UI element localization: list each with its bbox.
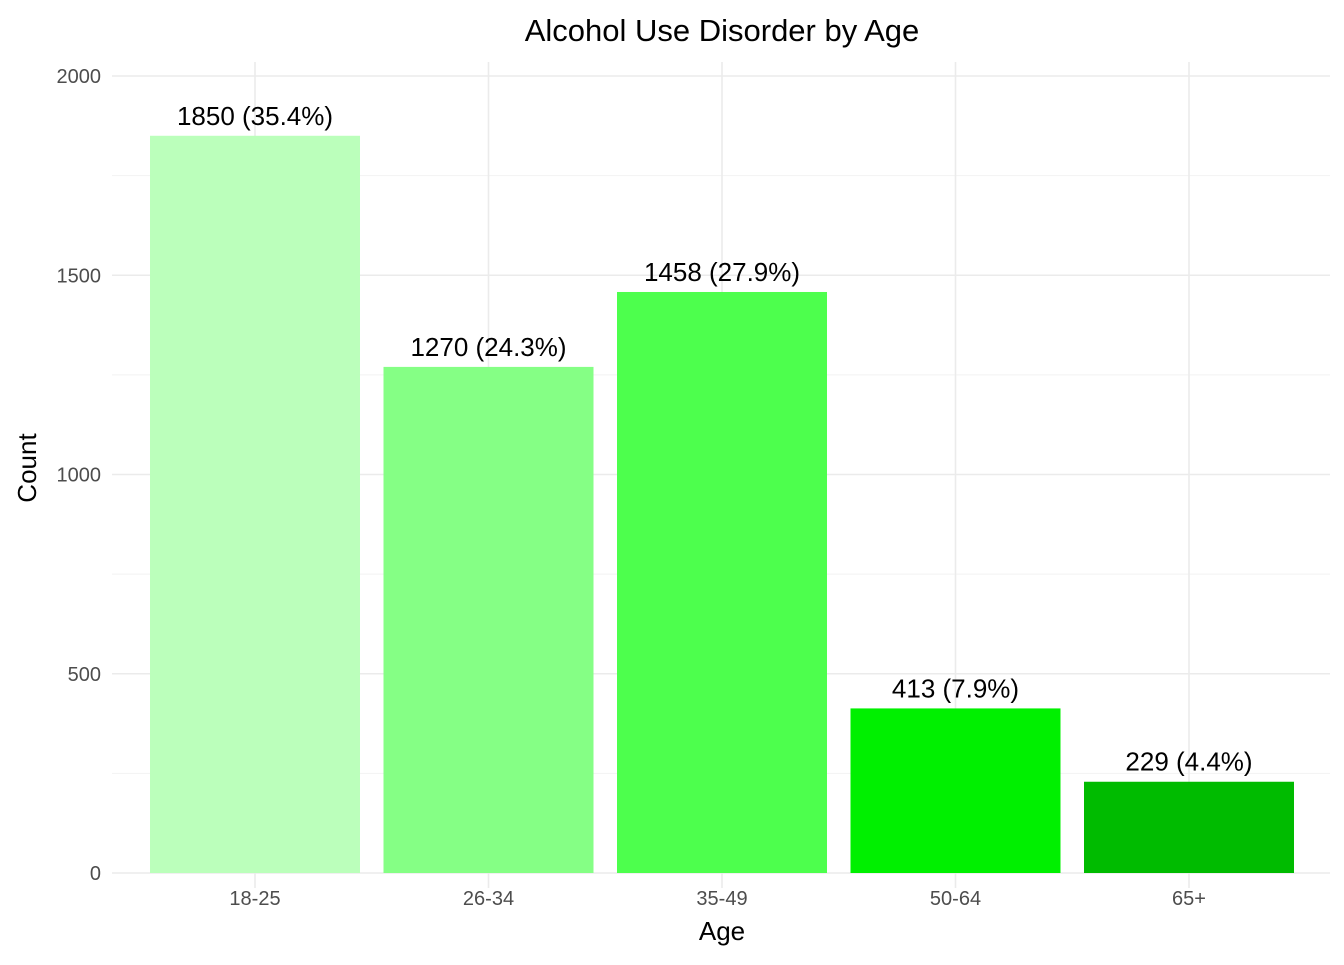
bar-value-label: 413 (7.9%) xyxy=(892,673,1019,703)
y-tick-label: 0 xyxy=(90,863,101,885)
bar-35-49 xyxy=(617,291,827,873)
y-axis-ticks: 0 500 1000 1500 2000 xyxy=(57,66,102,885)
y-axis-title: Count xyxy=(12,433,42,503)
bar-value-label: 229 (4.4%) xyxy=(1125,747,1252,777)
bars xyxy=(150,135,1294,873)
bar-value-label: 1270 (24.3%) xyxy=(410,332,566,362)
y-tick-label: 2000 xyxy=(57,66,102,88)
bar-value-label: 1458 (27.9%) xyxy=(644,257,800,287)
x-tick-label: 26-34 xyxy=(463,888,514,910)
y-tick-label: 1000 xyxy=(57,465,102,487)
x-axis-ticks: 18-25 26-34 35-49 50-64 65+ xyxy=(229,888,1206,910)
bar-labels: 1850 (35.4%) 1270 (24.3%) 1458 (27.9%) 413 … xyxy=(177,101,1253,777)
chart-title: Alcohol Use Disorder by Age xyxy=(525,13,920,48)
bar-65+ xyxy=(1084,781,1294,873)
y-tick-label: 1500 xyxy=(57,265,102,287)
y-tick-label: 500 xyxy=(68,664,101,686)
x-tick-label: 35-49 xyxy=(696,888,747,910)
x-tick-label: 50-64 xyxy=(930,888,981,910)
bar-value-label: 1850 (35.4%) xyxy=(177,101,333,131)
x-tick-label: 18-25 xyxy=(229,888,280,910)
x-tick-label: 65+ xyxy=(1172,888,1206,910)
bar-26-34 xyxy=(383,366,594,873)
bar-18-25 xyxy=(150,135,360,873)
bar-50-64 xyxy=(850,708,1061,873)
x-axis-title: Age xyxy=(699,916,745,946)
